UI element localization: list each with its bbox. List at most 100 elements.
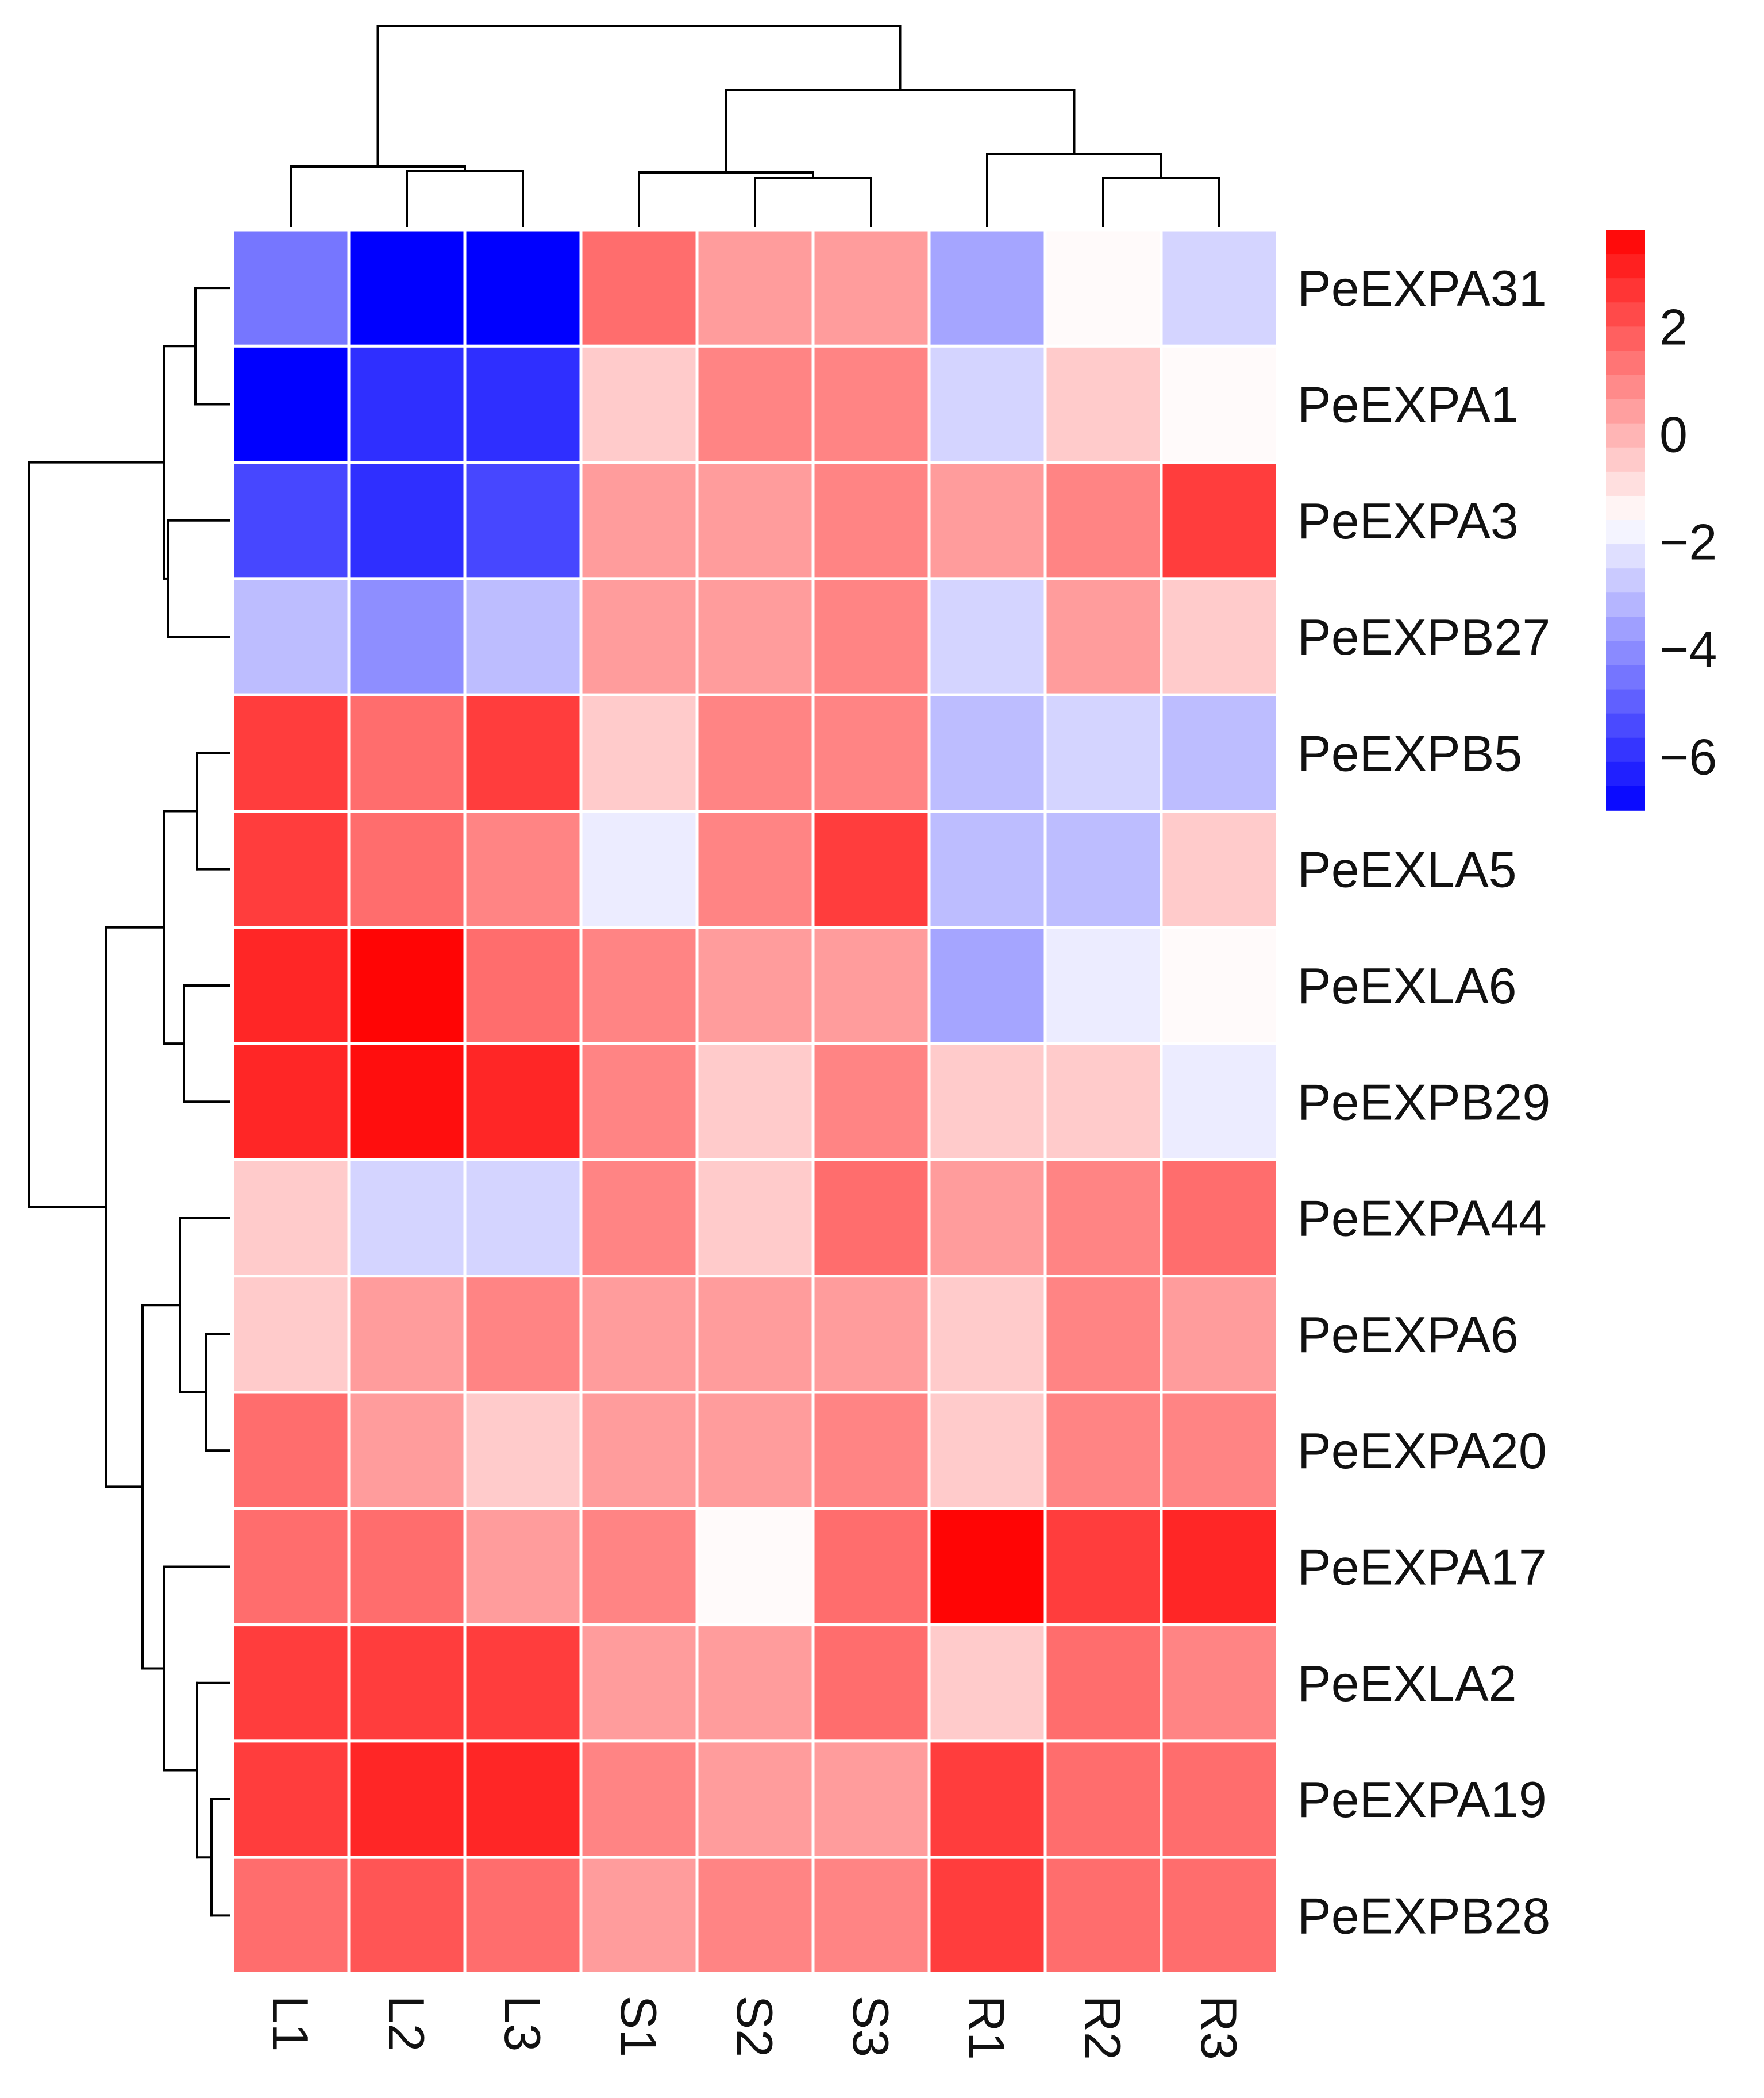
col-label-R1: R1	[958, 1996, 1015, 2061]
cell-PeEXPA31-L3	[463, 228, 583, 348]
cell-PeEXLA2-L3	[463, 1623, 583, 1743]
cell-PeEXPB28-R2	[1043, 1856, 1163, 1975]
cell-PeEXLA5-S2	[695, 810, 815, 929]
cell-PeEXPA6-S3	[811, 1275, 931, 1394]
row-label-PeEXLA2: PeEXLA2	[1297, 1655, 1517, 1712]
cell-PeEXPA31-R2	[1043, 228, 1163, 348]
cell-PeEXPA3-L3	[463, 461, 583, 580]
cell-PeEXPB29-S2	[695, 1042, 815, 1161]
legend-swatch	[1606, 302, 1645, 328]
cell-PeEXLA6-R2	[1043, 926, 1163, 1045]
cell-PeEXPA31-R3	[1160, 228, 1279, 348]
cell-PeEXPB5-R2	[1043, 693, 1163, 813]
cell-PeEXLA6-R1	[927, 926, 1047, 1045]
cell-PeEXPA20-L3	[463, 1391, 583, 1510]
legend-swatch	[1606, 471, 1645, 496]
cell-PeEXPA6-L1	[231, 1275, 351, 1394]
cell-PeEXPA44-L1	[231, 1158, 351, 1278]
row-label-PeEXPB5: PeEXPB5	[1297, 725, 1522, 782]
cell-PeEXPA6-R2	[1043, 1275, 1163, 1394]
legend-swatch	[1606, 786, 1645, 811]
cell-PeEXPA31-L2	[347, 228, 467, 348]
col-label-S2: S2	[726, 1996, 783, 2058]
cell-PeEXPA1-R2	[1043, 344, 1163, 464]
cell-PeEXPA44-R2	[1043, 1158, 1163, 1278]
legend-swatch	[1606, 713, 1645, 738]
cell-PeEXLA2-L2	[347, 1623, 467, 1743]
cell-PeEXPA1-L1	[231, 344, 351, 464]
cell-PeEXPA31-S2	[695, 228, 815, 348]
cell-PeEXLA2-R1	[927, 1623, 1047, 1743]
col-label-L3: L3	[494, 1996, 551, 2052]
cell-PeEXPB5-L1	[231, 693, 351, 813]
cell-PeEXLA6-S1	[579, 926, 699, 1045]
cell-PeEXPA17-S1	[579, 1507, 699, 1627]
legend-swatch	[1606, 617, 1645, 642]
cell-PeEXPA6-S1	[579, 1275, 699, 1394]
legend-swatch	[1606, 375, 1645, 400]
cell-PeEXPA1-S3	[811, 344, 931, 464]
cell-PeEXPA17-L3	[463, 1507, 583, 1627]
row-label-PeEXPB28: PeEXPB28	[1297, 1887, 1550, 1944]
cell-PeEXPA6-L3	[463, 1275, 583, 1394]
cell-PeEXPB5-S2	[695, 693, 815, 813]
cell-PeEXPA44-S3	[811, 1158, 931, 1278]
cell-PeEXPA1-S1	[579, 344, 699, 464]
legend-swatch	[1606, 254, 1645, 279]
cell-PeEXPA44-R3	[1160, 1158, 1279, 1278]
col-label-S3: S3	[842, 1996, 899, 2058]
cell-PeEXPA20-S2	[695, 1391, 815, 1510]
cell-PeEXPB27-R3	[1160, 577, 1279, 696]
cell-PeEXLA5-S3	[811, 810, 931, 929]
cell-PeEXPB29-S3	[811, 1042, 931, 1161]
row-label-PeEXPA3: PeEXPA3	[1297, 492, 1519, 549]
legend-swatch	[1606, 737, 1645, 763]
legend-tick-label: −2	[1659, 513, 1717, 570]
cell-PeEXPB27-L2	[347, 577, 467, 696]
legend-swatch	[1606, 326, 1645, 352]
cell-PeEXPA44-R1	[927, 1158, 1047, 1278]
cell-PeEXPA19-L1	[231, 1739, 351, 1859]
cell-PeEXPB28-S3	[811, 1856, 931, 1975]
cell-PeEXPB29-L1	[231, 1042, 351, 1161]
cell-PeEXPA20-L1	[231, 1391, 351, 1510]
cell-PeEXLA5-L1	[231, 810, 351, 929]
cell-PeEXPA3-R2	[1043, 461, 1163, 580]
cell-PeEXPA44-S2	[695, 1158, 815, 1278]
cell-PeEXLA2-R3	[1160, 1623, 1279, 1743]
cell-PeEXPB5-S1	[579, 693, 699, 813]
cell-PeEXPA31-S1	[579, 228, 699, 348]
cell-PeEXPA19-S1	[579, 1739, 699, 1859]
legend-swatch	[1606, 423, 1645, 448]
cell-PeEXPB29-L3	[463, 1042, 583, 1161]
heatmap-cells	[231, 228, 1279, 1975]
cell-PeEXPB27-S3	[811, 577, 931, 696]
cell-PeEXPA6-L2	[347, 1275, 467, 1394]
cell-PeEXLA5-L2	[347, 810, 467, 929]
cell-PeEXPB27-S2	[695, 577, 815, 696]
cell-PeEXPA17-R2	[1043, 1507, 1163, 1627]
cell-PeEXPA3-L1	[231, 461, 351, 580]
cell-PeEXPA6-S2	[695, 1275, 815, 1394]
cell-PeEXPA19-S3	[811, 1739, 931, 1859]
cell-PeEXPA19-L3	[463, 1739, 583, 1859]
row-label-PeEXPA31: PeEXPA31	[1297, 260, 1547, 317]
cell-PeEXPA20-L2	[347, 1391, 467, 1510]
cell-PeEXPA19-R3	[1160, 1739, 1279, 1859]
cell-PeEXPA6-R3	[1160, 1275, 1279, 1394]
cell-PeEXPB28-S2	[695, 1856, 815, 1975]
legend-swatch	[1606, 665, 1645, 690]
cell-PeEXPA44-L3	[463, 1158, 583, 1278]
legend-swatch	[1606, 592, 1645, 618]
legend-swatch	[1606, 689, 1645, 714]
col-label-L2: L2	[378, 1996, 435, 2052]
cell-PeEXPA3-R3	[1160, 461, 1279, 580]
cell-PeEXPA3-R1	[927, 461, 1047, 580]
cell-PeEXPB27-L1	[231, 577, 351, 696]
legend-tick-label: 0	[1659, 406, 1688, 463]
cell-PeEXPB27-S1	[579, 577, 699, 696]
row-dendrogram	[28, 287, 230, 1917]
cell-PeEXLA5-R1	[927, 810, 1047, 929]
cell-PeEXPB5-S3	[811, 693, 931, 813]
cell-PeEXLA6-S3	[811, 926, 931, 1045]
